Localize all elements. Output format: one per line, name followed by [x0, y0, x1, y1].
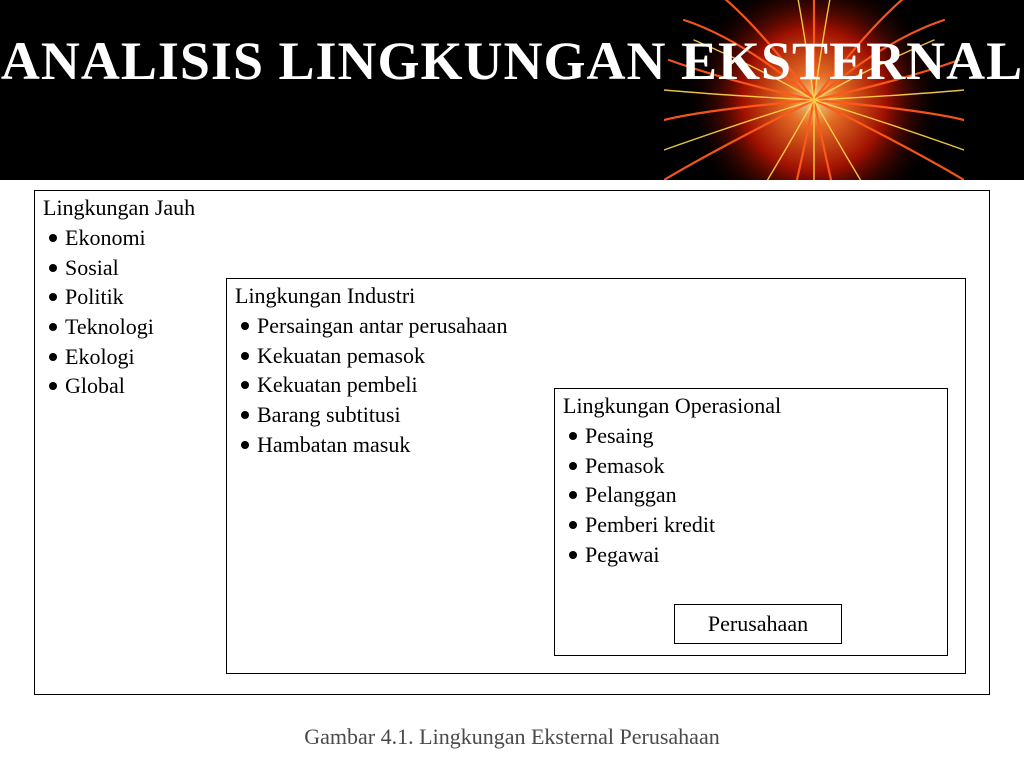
- nested-diagram: Lingkungan Jauh EkonomiSosialPolitikTekn…: [34, 190, 990, 700]
- list-item: Kekuatan pemasok: [241, 341, 957, 371]
- figure-caption: Gambar 4.1. Lingkungan Eksternal Perusah…: [0, 724, 1024, 750]
- box-title-inner: Lingkungan Operasional: [555, 389, 947, 421]
- box-perusahaan: Perusahaan: [674, 604, 842, 644]
- items-lingkungan-operasional: PesaingPemasokPelangganPemberi kreditPeg…: [555, 421, 947, 575]
- box-title-outer: Lingkungan Jauh: [35, 191, 989, 223]
- list-item: Pemasok: [569, 451, 939, 481]
- list-item: Pemberi kredit: [569, 510, 939, 540]
- slide-header: ANALISIS LINGKUNGAN EKSTERNAL: [0, 0, 1024, 180]
- slide-title: ANALISIS LINGKUNGAN EKSTERNAL: [0, 0, 1024, 92]
- list-item: Pelanggan: [569, 480, 939, 510]
- box-title-middle: Lingkungan Industri: [227, 279, 965, 311]
- core-label: Perusahaan: [675, 605, 841, 643]
- list-item: Pegawai: [569, 540, 939, 570]
- list-item: Persaingan antar perusahaan: [241, 311, 957, 341]
- list-item: Pesaing: [569, 421, 939, 451]
- slide-content: Lingkungan Jauh EkonomiSosialPolitikTekn…: [0, 180, 1024, 768]
- list-item: Ekonomi: [49, 223, 981, 253]
